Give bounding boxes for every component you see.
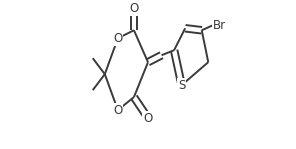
Text: O: O xyxy=(129,2,139,15)
Text: Br: Br xyxy=(213,19,226,32)
Text: O: O xyxy=(113,104,123,117)
Text: S: S xyxy=(178,79,185,92)
Text: O: O xyxy=(143,112,153,125)
Text: O: O xyxy=(113,32,123,45)
